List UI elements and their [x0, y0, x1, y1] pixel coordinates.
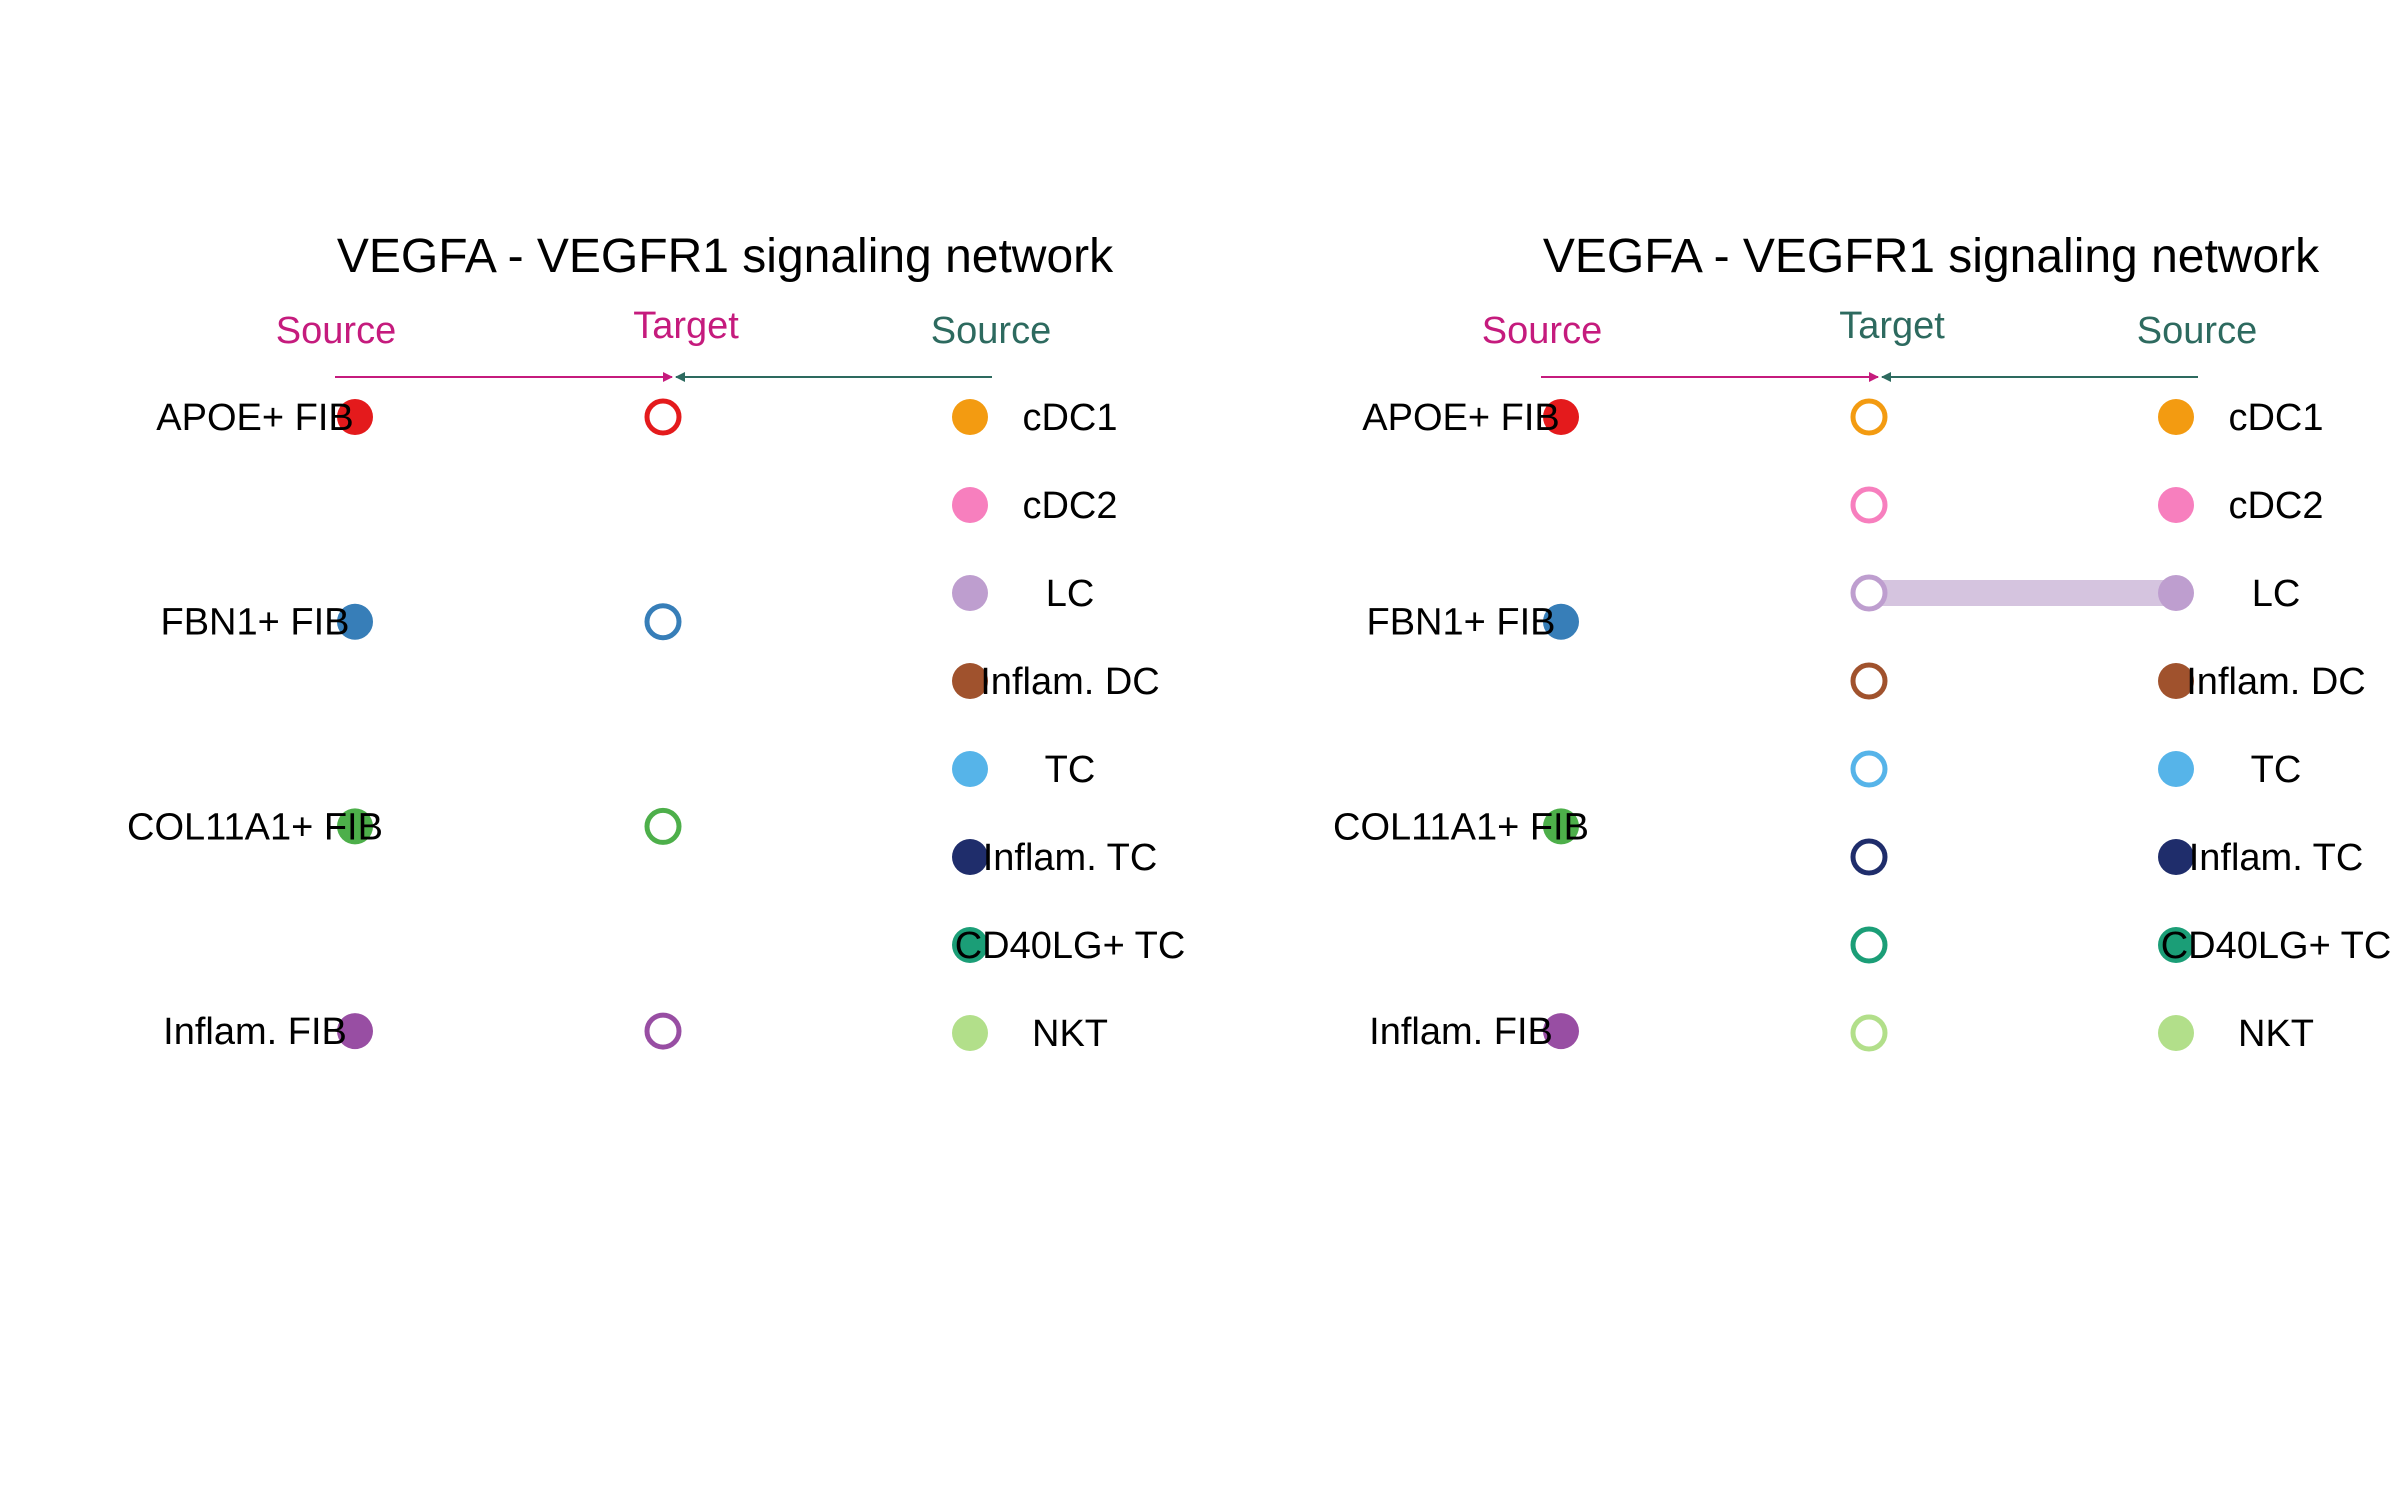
source-node [952, 927, 988, 963]
source-node [1543, 1013, 1579, 1050]
source-node-label: Inflam. DC [2186, 661, 2365, 703]
header-source-left: Source [276, 310, 396, 352]
source-node-label: LC [2252, 573, 2301, 615]
target-node [1850, 662, 1888, 700]
source-node [2158, 751, 2194, 787]
source-node [337, 808, 373, 845]
network-panel-2: VEGFA - VEGFR1 signaling network Source Ta… [1333, 230, 2391, 1055]
source-node-label: CD40LG+ TC [2161, 925, 2392, 967]
source-node-label: COL11A1+ FIB [1333, 806, 1589, 848]
source-node [2158, 663, 2194, 699]
source-node [952, 663, 988, 699]
source-node-label: APOE+ FIB [1362, 397, 1559, 439]
source-node-label: COL11A1+ FIB [127, 806, 383, 848]
source-node [1543, 603, 1579, 640]
source-node-label: Inflam. TC [983, 837, 1158, 879]
source-node-label: TC [1045, 749, 1096, 791]
source-node [2158, 839, 2194, 875]
source-node-label: Inflam. FIB [1369, 1011, 1553, 1053]
target-node [1850, 750, 1888, 788]
target-node [644, 398, 682, 436]
source-node [2158, 927, 2194, 963]
target-node [1850, 486, 1888, 524]
source-node [952, 487, 988, 523]
target-node [1850, 926, 1888, 964]
source-node [952, 839, 988, 875]
header-source-right: Source [2137, 310, 2257, 352]
source-node [337, 399, 373, 435]
panel-title: VEGFA - VEGFR1 signaling network [337, 230, 1114, 283]
target-node [644, 1012, 682, 1050]
source-node-label: Inflam. DC [980, 661, 1159, 703]
source-node [952, 575, 988, 611]
header-source-left: Source [1482, 310, 1602, 352]
source-node-label: LC [1046, 573, 1095, 615]
network-panel-1: VEGFA - VEGFR1 signaling network Source Ta… [127, 230, 1185, 1055]
source-node-label: NKT [2238, 1013, 2314, 1055]
source-node-label: NKT [1032, 1013, 1108, 1055]
header-source-right: Source [931, 310, 1051, 352]
header-target: Target [633, 305, 739, 347]
source-node [1543, 399, 1579, 435]
source-node-label: TC [2251, 749, 2302, 791]
source-node-label: Inflam. TC [2189, 837, 2364, 879]
target-node [1850, 1014, 1888, 1052]
source-node [2158, 487, 2194, 523]
source-node [2158, 575, 2194, 611]
target-node [1850, 398, 1888, 436]
source-node-label: FBN1+ FIB [161, 602, 350, 644]
source-node-label: CD40LG+ TC [955, 925, 1186, 967]
target-node [644, 603, 682, 641]
header-target: Target [1839, 305, 1945, 347]
source-node [952, 399, 988, 435]
source-node [2158, 399, 2194, 435]
source-node [952, 1015, 988, 1051]
panel-title: VEGFA - VEGFR1 signaling network [1543, 230, 2320, 283]
target-node [1850, 838, 1888, 876]
source-node-label: APOE+ FIB [156, 397, 353, 439]
source-node-label: cDC2 [1022, 485, 1117, 527]
source-node [337, 1013, 373, 1050]
source-node [2158, 1015, 2194, 1051]
source-node [1543, 808, 1579, 845]
source-node [337, 603, 373, 640]
source-node-label: FBN1+ FIB [1367, 602, 1556, 644]
source-node-label: Inflam. FIB [163, 1011, 347, 1053]
target-node [644, 807, 682, 845]
source-node [952, 751, 988, 787]
source-node-label: cDC1 [1022, 397, 1117, 439]
target-node [1850, 574, 1888, 612]
source-node-label: cDC1 [2228, 397, 2323, 439]
source-node-label: cDC2 [2228, 485, 2323, 527]
